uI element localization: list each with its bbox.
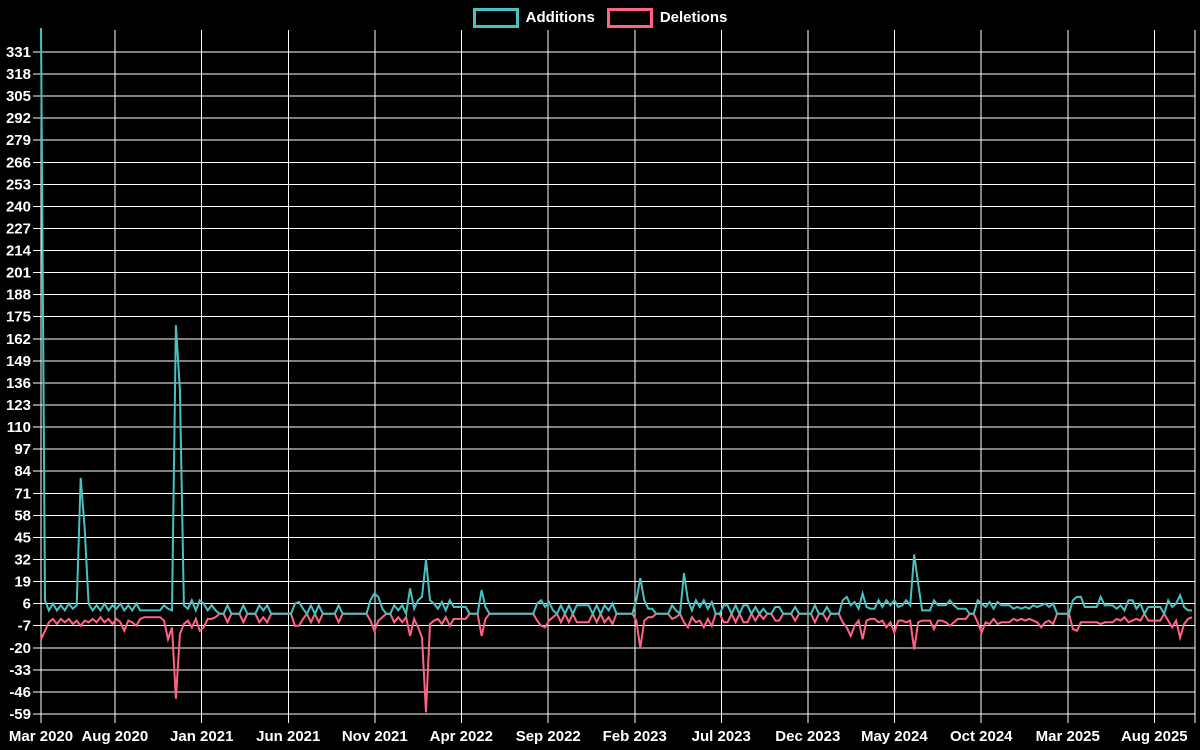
y-tick-label: 214	[6, 243, 32, 260]
y-tick-label: 201	[6, 265, 31, 282]
y-axis-tick-labels: 331 318 305 292 279 266 253 240 227 214 201 188 175 1…	[6, 44, 32, 723]
y-tick-label: 227	[6, 220, 31, 237]
legend-item-additions[interactable]: Additions	[472, 8, 595, 28]
y-tick-label: 279	[6, 132, 31, 149]
y-tick-label: -46	[9, 684, 31, 701]
y-tick-label: -59	[9, 706, 31, 723]
y-tick-label: 6	[23, 596, 31, 613]
x-tick-label: Aug 2020	[81, 728, 148, 745]
legend-item-deletions[interactable]: Deletions	[606, 8, 728, 28]
x-tick-label: Aug 2025	[1121, 728, 1188, 745]
additions-swatch-icon	[472, 8, 519, 28]
y-tick-label: 331	[6, 44, 31, 61]
y-tick-label: 19	[14, 574, 31, 591]
x-tick-label: Sep 2022	[516, 728, 581, 745]
x-tick-label: Oct 2024	[950, 728, 1013, 745]
deletions-line[interactable]	[40, 611, 1193, 713]
legend-label-deletions: Deletions	[659, 9, 728, 26]
y-tick-label: 162	[6, 331, 31, 348]
y-tick-label: 123	[6, 397, 31, 414]
y-tick-label: 84	[14, 463, 31, 480]
y-tick-label: 32	[14, 552, 31, 569]
x-tick-label: Mar 2025	[1036, 728, 1100, 745]
x-tick-label: Nov 2021	[342, 728, 408, 745]
y-tick-label: 292	[6, 110, 31, 127]
y-tick-label: 71	[14, 485, 31, 502]
y-tick-label: 149	[6, 353, 31, 370]
y-tick-label: 253	[6, 176, 31, 193]
x-tick-label: Dec 2023	[775, 728, 840, 745]
y-tick-label: 136	[6, 375, 31, 392]
y-tick-label: 110	[7, 419, 31, 436]
y-tick-label: -33	[9, 662, 31, 679]
x-axis-tick-labels: Mar 2020 Aug 2020 Jan 2021 Jun 2021 Nov 2021…	[9, 728, 1188, 745]
legend-label-additions: Additions	[525, 9, 595, 26]
x-tick-label: Apr 2022	[430, 728, 493, 745]
x-tick-label: Feb 2023	[603, 728, 667, 745]
x-tick-label: Jul 2023	[692, 728, 751, 745]
chart-legend: Additions Deletions	[0, 6, 1200, 30]
y-tick-label: 58	[14, 507, 31, 524]
y-tick-label: 240	[6, 198, 31, 215]
x-tick-label: May 2024	[861, 728, 928, 745]
additions-line[interactable]	[40, 28, 1192, 618]
y-tick-label: -20	[9, 640, 31, 657]
y-tick-label: 305	[6, 88, 31, 105]
y-tick-label: 175	[6, 309, 31, 326]
y-tick-label: 266	[6, 154, 31, 171]
x-tick-label: Mar 2020	[9, 728, 73, 745]
x-tick-label: Jun 2021	[256, 728, 320, 745]
x-tick-label: Jan 2021	[170, 728, 233, 745]
deletions-swatch-icon	[606, 8, 653, 28]
y-tick-label: 97	[14, 441, 31, 458]
y-tick-label: 45	[14, 529, 31, 546]
y-tick-label: 188	[6, 287, 31, 304]
y-tick-label: 318	[6, 66, 31, 83]
y-tick-label: -7	[18, 618, 31, 635]
